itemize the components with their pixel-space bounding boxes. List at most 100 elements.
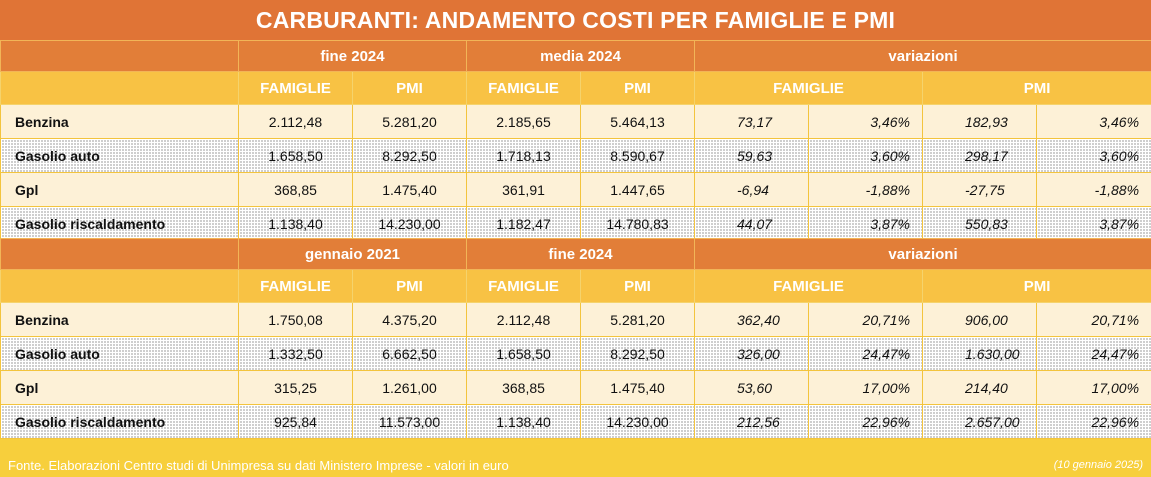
cell-variation: 214,40 <box>922 370 1038 405</box>
subheader-row: FAMIGLIE PMI FAMIGLIE PMI FAMIGLIE PMI <box>0 71 1151 105</box>
table-row: Benzina 2.112,48 5.281,20 2.185,65 5.464… <box>0 104 1151 139</box>
cell-value: 8.292,50 <box>580 336 696 371</box>
cell-variation-pct: -1,88% <box>808 172 924 207</box>
cell-value: 315,25 <box>238 370 353 405</box>
row-label: Gasolio riscaldamento <box>0 404 239 439</box>
table-row: Gasolio riscaldamento 925,84 11.573,00 1… <box>0 404 1151 439</box>
costs-table-2024: fine 2024 media 2024 variazioni FAMIGLIE… <box>0 40 1151 241</box>
subheader-pmi-variazioni: PMI <box>922 269 1151 303</box>
row-label: Gpl <box>0 172 239 207</box>
cell-variation: 550,83 <box>922 206 1038 241</box>
cell-variation: 326,00 <box>694 336 810 371</box>
row-label: Gasolio riscaldamento <box>0 206 239 241</box>
cell-value: 2.185,65 <box>466 104 581 139</box>
cell-variation: 59,63 <box>694 138 810 173</box>
cell-value: 5.281,20 <box>352 104 467 139</box>
table-row: Gasolio auto 1.658,50 8.292,50 1.718,13 … <box>0 138 1151 173</box>
cell-value: 4.375,20 <box>351 302 468 337</box>
cell-value: 368,85 <box>238 172 353 207</box>
cell-variation: -6,94 <box>694 172 810 207</box>
cell-value: 1.138,40 <box>238 206 353 241</box>
cell-variation-pct: 3,60% <box>808 138 924 173</box>
cell-value: 5.464,13 <box>579 104 696 139</box>
cell-value: 1.658,50 <box>238 138 353 173</box>
cell-value: 1.261,00 <box>351 370 468 405</box>
period-header-b: media 2024 <box>465 40 696 72</box>
period-header-row: gennaio 2021 fine 2024 variazioni <box>0 238 1151 270</box>
cell-value: 14.780,83 <box>579 206 696 241</box>
cell-variation-pct: -1,88% <box>1036 172 1151 207</box>
period-header-b: fine 2024 <box>466 238 696 270</box>
cell-value: 925,84 <box>238 404 353 439</box>
cell-variation-pct: 3,46% <box>808 104 924 139</box>
table-row: Gpl 368,85 1.475,40 361,91 1.447,65 -6,9… <box>0 172 1151 207</box>
subheader-famiglie: FAMIGLIE <box>466 269 582 303</box>
cell-value: 8.590,67 <box>579 138 696 173</box>
cell-variation-pct: 3,87% <box>808 206 924 241</box>
cell-variation-pct: 22,96% <box>808 404 924 439</box>
cell-variation-pct: 3,46% <box>1036 104 1151 139</box>
cell-value: 5.281,20 <box>580 302 696 337</box>
cell-value: 8.292,50 <box>352 138 467 173</box>
period-header-a: gennaio 2021 <box>237 238 468 270</box>
cell-value: 1.475,40 <box>580 370 696 405</box>
cell-variation: 298,17 <box>922 138 1038 173</box>
row-label: Benzina <box>0 302 239 337</box>
variazioni-header: variazioni <box>694 40 1151 72</box>
cell-variation: 212,56 <box>694 404 810 439</box>
table-row: Benzina 1.750,08 4.375,20 2.112,48 5.281… <box>0 302 1151 337</box>
period-header-row: fine 2024 media 2024 variazioni <box>0 40 1151 72</box>
subheader-row: FAMIGLIE PMI FAMIGLIE PMI FAMIGLIE PMI <box>0 269 1151 303</box>
table-row: Gasolio riscaldamento 1.138,40 14.230,00… <box>0 206 1151 241</box>
cell-value: 1.475,40 <box>352 172 467 207</box>
cell-value: 1.447,65 <box>579 172 696 207</box>
cell-variation: 73,17 <box>694 104 810 139</box>
row-label: Gasolio auto <box>0 336 239 371</box>
cell-value: 1.750,08 <box>238 302 353 337</box>
cell-variation-pct: 24,47% <box>1036 336 1151 371</box>
subheader-pmi: PMI <box>580 269 696 303</box>
cell-variation-pct: 17,00% <box>1036 370 1151 405</box>
cell-variation-pct: 20,71% <box>808 302 924 337</box>
cell-value: 14.230,00 <box>580 404 696 439</box>
cell-variation-pct: 24,47% <box>808 336 924 371</box>
cell-variation: 2.657,00 <box>922 404 1038 439</box>
subheader-famiglie: FAMIGLIE <box>466 71 581 105</box>
table-row: Gasolio auto 1.332,50 6.662,50 1.658,50 … <box>0 336 1151 371</box>
cell-variation: 182,93 <box>922 104 1038 139</box>
row-label: Gasolio auto <box>0 138 239 173</box>
cell-value: 2.112,48 <box>238 104 353 139</box>
cell-value: 1.332,50 <box>238 336 353 371</box>
cell-value: 6.662,50 <box>351 336 468 371</box>
subheader-famiglie: FAMIGLIE <box>238 269 353 303</box>
row-label: Gpl <box>0 370 239 405</box>
header-empty-cell <box>0 40 239 72</box>
cell-value: 361,91 <box>466 172 581 207</box>
cell-variation: 1.630,00 <box>922 336 1038 371</box>
cell-value: 1.182,47 <box>466 206 581 241</box>
source-note: Fonte. Elaborazioni Centro studi di Unim… <box>8 458 509 473</box>
subheader-famiglie-variazioni: FAMIGLIE <box>694 269 924 303</box>
cell-variation-pct: 3,60% <box>1036 138 1151 173</box>
subheader-pmi-variazioni: PMI <box>922 71 1151 105</box>
cell-variation-pct: 17,00% <box>808 370 924 405</box>
table-row: Gpl 315,25 1.261,00 368,85 1.475,40 53,6… <box>0 370 1151 405</box>
date-note: (10 gennaio 2025) <box>1053 459 1143 471</box>
subheader-pmi: PMI <box>352 71 467 105</box>
header-empty-cell <box>0 238 239 270</box>
cell-value: 2.112,48 <box>466 302 582 337</box>
cell-value: 1.718,13 <box>466 138 581 173</box>
cell-value: 11.573,00 <box>351 404 468 439</box>
cell-variation: 362,40 <box>694 302 810 337</box>
cell-value: 14.230,00 <box>352 206 467 241</box>
row-label: Benzina <box>0 104 239 139</box>
cell-variation: -27,75 <box>922 172 1038 207</box>
variazioni-header: variazioni <box>694 238 1151 270</box>
subheader-empty-cell <box>0 269 239 303</box>
cell-variation: 53,60 <box>694 370 810 405</box>
cell-variation-pct: 20,71% <box>1036 302 1151 337</box>
subheader-empty-cell <box>0 71 239 105</box>
table-title: CARBURANTI: ANDAMENTO COSTI PER FAMIGLIE… <box>0 0 1151 40</box>
subheader-pmi: PMI <box>351 269 468 303</box>
costs-table-2021-2024: gennaio 2021 fine 2024 variazioni FAMIGL… <box>0 238 1151 439</box>
